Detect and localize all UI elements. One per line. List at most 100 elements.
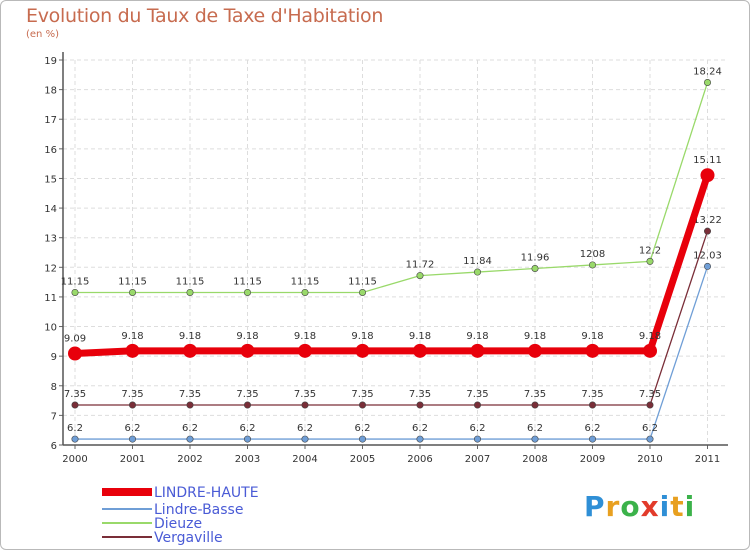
data-label: 11.96: [521, 252, 550, 263]
data-label: 7.35: [64, 389, 86, 400]
y-tick-label: 10: [44, 323, 57, 334]
data-point: [244, 435, 252, 443]
data-label: 12.03: [693, 250, 722, 261]
data-point: [129, 288, 137, 296]
data-label: 9.18: [351, 331, 373, 342]
x-tick-label: 2001: [120, 454, 145, 465]
data-point: [531, 401, 539, 409]
data-label: 15.11: [693, 155, 722, 166]
y-tick-label: 9: [51, 352, 57, 363]
data-point: [186, 401, 194, 409]
series-dieuze: 11.15 11.15 11.15 11.15 11.15 11.15 11.72 11.84…: [61, 67, 722, 296]
series-lindre-haute: 9.09 9.18 9.18 9.18 9.18 9.18 9.18 9.18 9.18 9.18…: [64, 155, 722, 361]
data-label: 9.18: [236, 331, 258, 342]
data-point: [240, 343, 255, 358]
data-label: 9.09: [64, 333, 86, 344]
data-point: [186, 288, 194, 296]
y-tick-label: 14: [44, 204, 57, 215]
data-point: [700, 168, 715, 183]
data-label: 1208: [580, 249, 605, 260]
data-label: 9.18: [121, 331, 143, 342]
data-label: 7.35: [409, 389, 431, 400]
legend-item-lindre-basse: Lindre-Basse: [102, 502, 243, 518]
x-tick-label: 2009: [580, 454, 605, 465]
data-point: [71, 435, 79, 443]
x-tick-label: 2008: [522, 454, 547, 465]
series-vergaville: 7.35 7.35 7.35 7.35 7.35 7.35 7.35 7.35 7.35 7.35…: [64, 215, 722, 409]
data-point: [703, 262, 711, 270]
data-label: 9.18: [581, 331, 603, 342]
series-layer: 11.15 11.15 11.15 11.15 11.15 11.15 11.72 11.84…: [61, 67, 722, 443]
data-label: 9.18: [466, 331, 488, 342]
data-point: [416, 435, 424, 443]
data-label: 6.2: [67, 423, 83, 434]
data-point: [186, 435, 194, 443]
data-label: 6.2: [355, 423, 371, 434]
y-tick-label: 13: [44, 234, 57, 245]
series-line: [75, 82, 709, 294]
axes: 6 7 8 9 10 11 12 13 14 15 16 17 18 19 2000 2001 2002 2003…: [44, 52, 728, 465]
legend-label: Lindre-Basse: [154, 502, 243, 518]
data-label: 6.2: [642, 423, 658, 434]
data-point: [473, 268, 481, 276]
x-tick-label: 2006: [407, 454, 432, 465]
data-point: [528, 343, 542, 358]
legend-label: LINDRE-HAUTE: [154, 485, 259, 501]
data-point: [125, 343, 140, 358]
data-point: [301, 435, 309, 443]
x-tick-label: 2002: [177, 454, 202, 465]
data-point: [588, 401, 596, 409]
chart-title: Evolution du Taux de Taxe d'Habitation: [26, 5, 384, 27]
data-point: [244, 401, 252, 409]
data-label: 12.2: [639, 245, 661, 256]
data-point: [646, 401, 654, 409]
series-lindre-basse: 6.2 6.2 6.2 6.2 6.2 6.2 6.2 6.2 6.2 6.2 6.2 12.03: [67, 250, 722, 443]
data-point: [413, 343, 427, 358]
x-tick-label: 2010: [637, 454, 662, 465]
data-label: 11.15: [118, 276, 147, 287]
data-point: [416, 401, 424, 409]
logo-letter: o: [620, 490, 641, 523]
data-point: [470, 343, 485, 358]
data-label: 7.35: [294, 389, 316, 400]
data-point: [646, 435, 654, 443]
data-point: [301, 288, 309, 296]
logo-letter: i: [659, 490, 671, 523]
data-point: [301, 401, 309, 409]
x-tick-label: 2011: [695, 454, 720, 465]
series-line: [75, 230, 709, 406]
data-label: 13.22: [693, 215, 722, 226]
data-label: 7.35: [524, 389, 546, 400]
data-label: 7.35: [581, 389, 603, 400]
data-label: 6.2: [297, 423, 313, 434]
y-tick-label: 15: [44, 174, 57, 185]
data-label: 9.18: [294, 331, 316, 342]
logo-letter: i: [684, 490, 696, 523]
data-label: 6.2: [527, 423, 543, 434]
series-line: [74, 174, 711, 357]
data-point: [588, 435, 596, 443]
data-label: 7.35: [466, 389, 488, 400]
data-point: [68, 346, 82, 361]
data-label: 7.35: [179, 389, 201, 400]
data-point: [588, 261, 596, 269]
y-tick-label: 8: [51, 382, 57, 393]
data-point: [355, 343, 370, 358]
data-point: [244, 288, 252, 296]
y-tick-label: 18: [44, 86, 57, 97]
legend-item-lindre-haute: LINDRE-HAUTE: [102, 485, 259, 501]
data-point: [129, 435, 137, 443]
data-point: [416, 272, 424, 280]
data-label: 6.2: [182, 423, 198, 434]
logo-letter: P: [584, 490, 606, 523]
data-label: 9.18: [409, 331, 431, 342]
data-label: 6.2: [240, 423, 256, 434]
data-label: 11.84: [463, 256, 492, 267]
data-point: [298, 343, 312, 358]
data-label: 7.35: [351, 389, 373, 400]
data-label: 7.35: [639, 389, 661, 400]
data-point: [473, 401, 481, 409]
